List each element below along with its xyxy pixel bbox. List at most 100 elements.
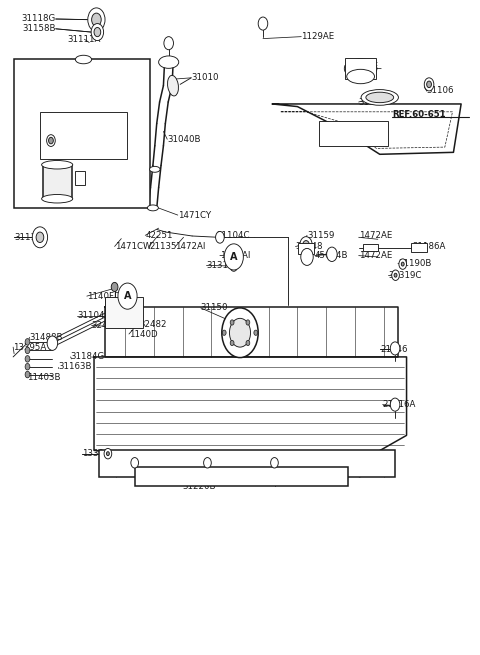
Text: 1472AE: 1472AE [359, 251, 392, 260]
Text: 31123M: 31123M [80, 122, 115, 132]
Circle shape [394, 273, 397, 277]
Circle shape [47, 135, 55, 147]
Bar [75, 171, 85, 185]
Bar [40, 112, 127, 159]
Text: REF.60-651: REF.60-651 [392, 110, 446, 119]
Text: 1243DE: 1243DE [344, 62, 378, 71]
Circle shape [392, 270, 399, 280]
Ellipse shape [347, 69, 374, 84]
Ellipse shape [158, 56, 179, 68]
Text: 21135: 21135 [149, 242, 177, 251]
Text: 31111A: 31111A [68, 35, 101, 44]
Circle shape [88, 8, 105, 31]
Text: 1129AE: 1129AE [301, 32, 335, 41]
Bar [319, 121, 388, 146]
Circle shape [53, 129, 61, 141]
Circle shape [91, 24, 104, 41]
Text: 31104C: 31104C [216, 231, 250, 240]
Bar [105, 297, 144, 328]
Text: A: A [124, 291, 131, 301]
Circle shape [258, 17, 268, 30]
Text: 31911B: 31911B [15, 169, 48, 178]
Circle shape [94, 28, 101, 37]
Bar [363, 244, 378, 251]
Text: 31122F: 31122F [67, 132, 99, 141]
Ellipse shape [344, 59, 377, 79]
Ellipse shape [168, 75, 179, 96]
Text: 31933P: 31933P [96, 110, 129, 119]
Text: 32482: 32482 [140, 320, 167, 329]
Circle shape [424, 78, 434, 91]
Text: 94460: 94460 [45, 185, 72, 193]
Circle shape [301, 248, 313, 265]
Text: 31101C: 31101C [265, 459, 299, 468]
Text: 31488B: 31488B [29, 333, 63, 342]
Circle shape [326, 247, 337, 261]
Circle shape [230, 341, 234, 346]
Text: 31923: 31923 [359, 98, 386, 107]
Circle shape [32, 227, 48, 248]
Circle shape [224, 244, 243, 270]
Circle shape [216, 231, 224, 243]
Text: 31319C: 31319C [388, 271, 422, 280]
Circle shape [25, 356, 30, 362]
Bar [43, 165, 72, 198]
Text: 42251: 42251 [145, 231, 173, 240]
Circle shape [25, 339, 30, 345]
Circle shape [300, 236, 312, 253]
Text: 31040B: 31040B [167, 135, 201, 143]
Text: 31677A: 31677A [105, 459, 138, 468]
Text: 1472AE: 1472AE [359, 231, 392, 240]
Text: 31163B: 31163B [58, 362, 92, 371]
Circle shape [164, 37, 173, 50]
Text: 31319D: 31319D [206, 261, 240, 270]
Circle shape [254, 330, 258, 335]
Circle shape [246, 320, 250, 325]
Circle shape [47, 336, 58, 350]
Circle shape [230, 261, 238, 271]
Circle shape [427, 81, 432, 88]
Text: A: A [230, 252, 238, 262]
Circle shape [48, 138, 53, 144]
Text: 13395A: 13395A [13, 343, 47, 352]
Circle shape [232, 264, 235, 268]
Circle shape [246, 341, 250, 346]
Text: 31101C: 31101C [160, 459, 193, 468]
Text: 31186A: 31186A [412, 242, 445, 251]
Ellipse shape [366, 92, 394, 103]
Text: 1472AI: 1472AI [220, 251, 250, 260]
Ellipse shape [361, 90, 398, 105]
Bar [345, 58, 376, 79]
Text: 31106: 31106 [427, 86, 454, 96]
Text: 31220B: 31220B [182, 483, 216, 491]
Ellipse shape [147, 205, 158, 211]
Circle shape [390, 398, 400, 411]
Text: 31158B: 31158B [22, 24, 56, 33]
Circle shape [104, 449, 112, 459]
Circle shape [401, 262, 404, 266]
Bar [135, 467, 348, 486]
Ellipse shape [150, 166, 160, 172]
Bar [75, 117, 93, 135]
Ellipse shape [75, 55, 92, 64]
Circle shape [390, 342, 400, 355]
Text: 31435A: 31435A [16, 66, 49, 75]
Circle shape [222, 330, 226, 335]
Text: 1140D: 1140D [129, 329, 157, 339]
Circle shape [399, 259, 407, 269]
Circle shape [25, 371, 30, 378]
Text: 1471CW: 1471CW [115, 242, 151, 251]
Ellipse shape [42, 195, 73, 203]
Text: 1471CY: 1471CY [178, 210, 211, 219]
Bar [99, 451, 395, 477]
Circle shape [25, 347, 30, 354]
Bar [411, 242, 427, 252]
Text: 31111: 31111 [15, 160, 43, 168]
Ellipse shape [348, 62, 372, 75]
Circle shape [107, 452, 109, 456]
Text: 31148: 31148 [296, 242, 323, 251]
Circle shape [36, 232, 44, 242]
Circle shape [303, 240, 310, 250]
Circle shape [271, 458, 278, 468]
Circle shape [25, 364, 30, 370]
